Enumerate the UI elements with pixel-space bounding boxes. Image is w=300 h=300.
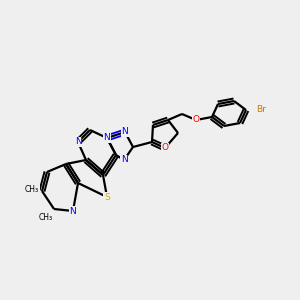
Text: CH₃: CH₃ [39,212,53,221]
Text: O: O [161,143,169,152]
Text: N: N [103,134,110,142]
Text: O: O [193,116,200,124]
Text: N: N [121,155,128,164]
Text: N: N [122,128,128,136]
Text: N: N [75,137,81,146]
Text: Br: Br [256,106,266,115]
Text: S: S [104,193,110,202]
Text: N: N [70,206,76,215]
Text: CH₃: CH₃ [25,184,39,194]
